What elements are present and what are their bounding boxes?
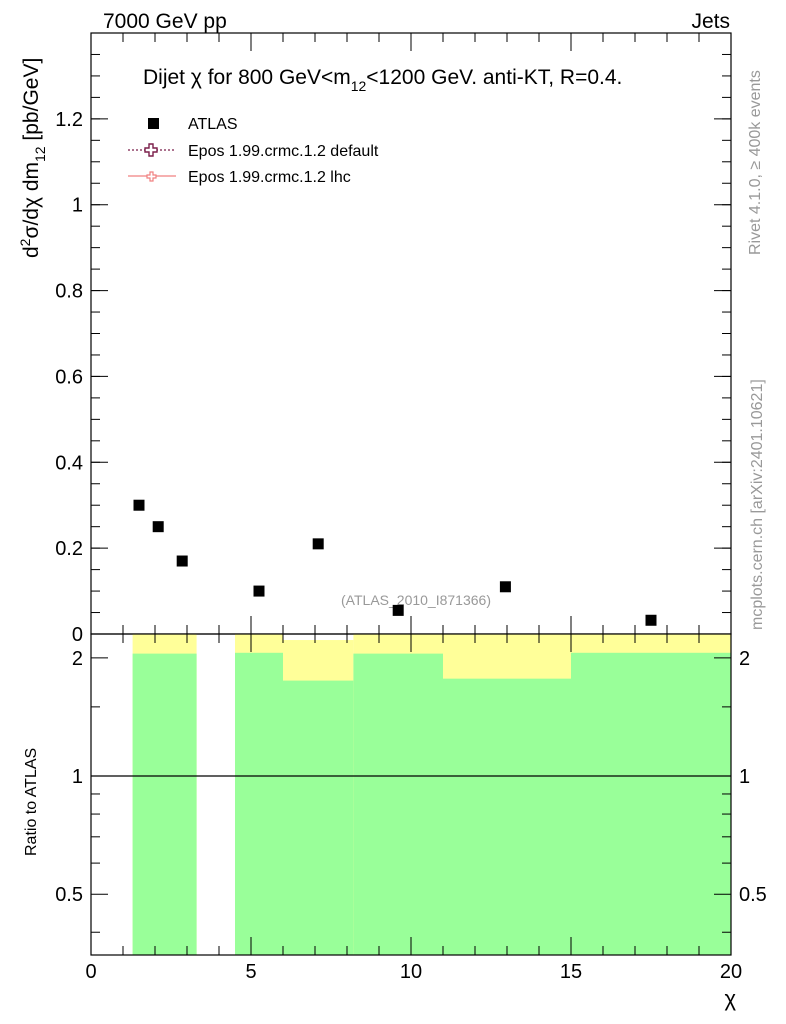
legend: ATLAS Epos 1.99.crmc.1.2 default Epos 1.… <box>128 116 379 186</box>
main-x-ticks <box>90 33 732 634</box>
ratio-y-tick-label: 1 <box>72 766 83 788</box>
ratio-y-tick-label-right: 2 <box>739 648 750 670</box>
main-y-tick-label: 1 <box>72 195 83 217</box>
atlas-data-points <box>133 499 657 626</box>
ratio-panel: 0.5 0.5 1 1 2 2 0 5 10 15 20 Ratio to ATLAS χ <box>23 633 767 1011</box>
x-tick-label: 10 <box>400 961 422 983</box>
analysis-watermark: (ATLAS_2010_I871366) <box>341 592 491 608</box>
ratio-green-band <box>132 653 197 955</box>
legend-atlas-marker <box>148 118 159 129</box>
main-y-tick-label: 0 <box>72 624 83 646</box>
atlas-data-point <box>133 499 145 511</box>
main-y-tick-label: 0.6 <box>55 366 83 388</box>
legend-atlas-label: ATLAS <box>188 116 238 133</box>
ratio-green-band <box>443 678 571 955</box>
legend-lhc-marker <box>146 171 157 182</box>
atlas-data-point <box>392 604 404 616</box>
main-y-tick-label: 0.4 <box>55 452 83 474</box>
legend-default-label: Epos 1.99.crmc.1.2 default <box>188 143 379 160</box>
ratio-green-band <box>353 653 443 955</box>
main-y-axis-label: d2σ/dχ dm12 [pb/GeV] <box>17 58 48 258</box>
ratio-y-tick-label: 0.5 <box>55 884 83 906</box>
mcplots-label: mcplots.cern.ch [arXiv:2401.10621] <box>749 379 766 630</box>
x-tick-label: 20 <box>720 961 742 983</box>
ratio-y-tick-label-right: 1 <box>739 766 750 788</box>
plot-title: Dijet χ for 800 GeV<m12<1200 GeV. anti-K… <box>143 66 622 94</box>
rivet-version-label: Rivet 4.1.0, ≥ 400k events <box>747 70 764 255</box>
header-right-label: Jets <box>691 10 730 33</box>
main-y-tick-label: 0.8 <box>55 281 83 303</box>
atlas-data-point <box>499 581 511 593</box>
x-tick-label: 15 <box>560 961 582 983</box>
ratio-y-tick-label: 2 <box>72 648 83 670</box>
legend-default-marker <box>144 143 158 157</box>
atlas-data-point <box>312 538 324 550</box>
main-y-tick-label: 1.2 <box>55 109 83 131</box>
ratio-x-axis: 0 5 10 15 20 <box>85 634 742 983</box>
atlas-data-point <box>645 614 657 626</box>
ratio-green-band <box>283 680 354 955</box>
x-tick-label: 0 <box>85 961 96 983</box>
atlas-data-point <box>152 521 164 533</box>
ratio-y-axis: 0.5 0.5 1 1 2 2 <box>55 648 767 933</box>
header-left-label: 7000 GeV pp <box>103 10 227 33</box>
ratio-y-tick-label-right: 0.5 <box>739 884 767 906</box>
ratio-band-fills <box>132 634 731 955</box>
ratio-y-axis-label: Ratio to ATLAS <box>23 748 40 856</box>
x-tick-label: 5 <box>245 961 256 983</box>
main-panel: 0 0.2 0.4 0.6 0.8 1 1.2 Dijet χ for 800 GeV<m1… <box>17 32 732 646</box>
main-plot-frame <box>90 32 732 635</box>
main-y-tick-label: 0.2 <box>55 538 83 560</box>
x-axis-label: χ <box>724 986 736 1011</box>
legend-lhc-label: Epos 1.99.crmc.1.2 lhc <box>188 169 351 186</box>
atlas-data-point <box>176 555 188 567</box>
atlas-data-point <box>253 585 265 597</box>
ratio-green-band <box>571 652 731 955</box>
main-y-axis: 0 0.2 0.4 0.6 0.8 1 1.2 <box>55 53 731 646</box>
ratio-green-band <box>235 652 283 955</box>
